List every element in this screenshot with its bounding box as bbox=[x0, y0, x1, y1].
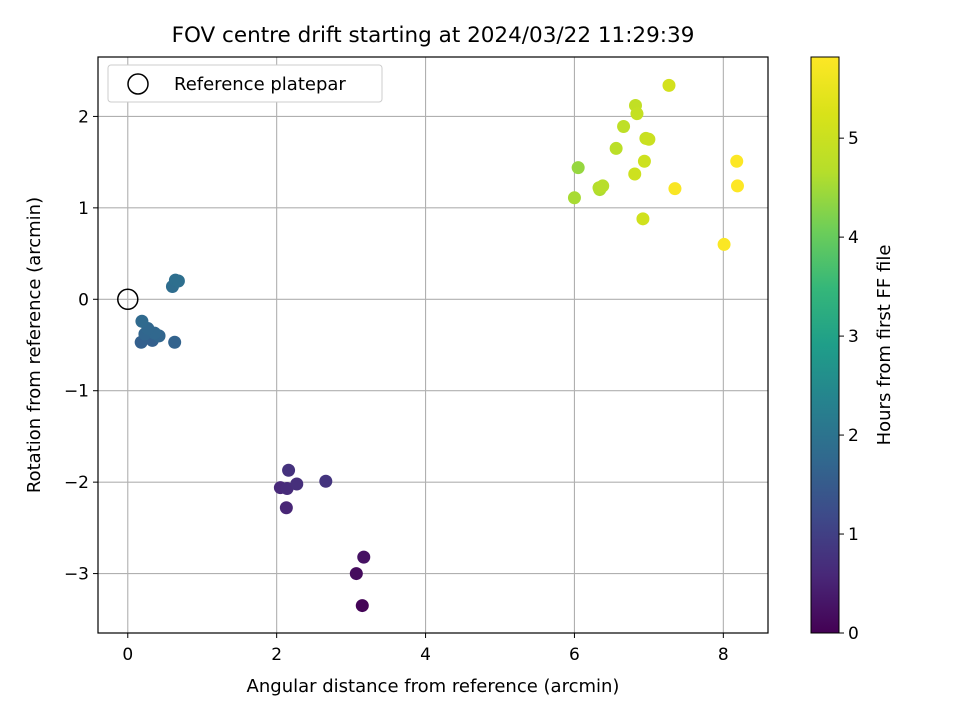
data-point bbox=[357, 550, 371, 564]
plot-frame bbox=[97, 56, 769, 634]
data-point bbox=[349, 567, 363, 581]
data-point bbox=[730, 179, 744, 193]
data-point bbox=[628, 167, 642, 181]
data-point bbox=[637, 154, 651, 168]
reference-marker-layer bbox=[117, 288, 139, 311]
data-points bbox=[134, 78, 744, 613]
data-point bbox=[617, 119, 631, 133]
colorbar-tick-label: 4 bbox=[848, 228, 859, 248]
legend-label: Reference platepar bbox=[174, 74, 346, 95]
legend-box bbox=[107, 64, 383, 103]
colorbar-tick-label: 2 bbox=[848, 426, 859, 446]
data-point bbox=[662, 78, 676, 92]
x-tick-label: 4 bbox=[420, 645, 431, 665]
x-axis-ticks: 0 2 4 6 8 bbox=[122, 633, 729, 665]
colorbar-ticks: 0 1 2 3 4 5 bbox=[839, 129, 859, 644]
data-point bbox=[668, 182, 682, 196]
y-tick-label: 1 bbox=[78, 199, 89, 219]
colorbar-gradient bbox=[810, 56, 840, 634]
data-point bbox=[168, 335, 182, 349]
x-tick-label: 8 bbox=[718, 645, 729, 665]
chart-title: FOV centre drift starting at 2024/03/22 … bbox=[172, 23, 695, 48]
data-point bbox=[279, 501, 293, 515]
grid-lines bbox=[98, 57, 768, 633]
data-point bbox=[171, 274, 185, 288]
y-tick-label: −3 bbox=[64, 565, 89, 585]
y-axis-ticks: −3 −2 −1 0 1 2 bbox=[64, 107, 98, 585]
y-tick-label: −1 bbox=[64, 382, 89, 402]
colorbar-tick-label: 5 bbox=[848, 129, 859, 149]
legend-open-circle-icon bbox=[127, 73, 149, 95]
data-point bbox=[642, 132, 656, 146]
colorbar: 0 1 2 3 4 5 Hours from first FF file bbox=[810, 56, 895, 644]
legend: Reference platepar bbox=[107, 64, 383, 103]
y-tick-label: 0 bbox=[78, 290, 89, 310]
colorbar-tick-label: 0 bbox=[848, 624, 859, 644]
data-point bbox=[609, 141, 623, 155]
colorbar-label: Hours from first FF file bbox=[874, 245, 895, 446]
data-point bbox=[567, 191, 581, 205]
data-point bbox=[571, 161, 585, 175]
x-tick-label: 6 bbox=[569, 645, 580, 665]
colorbar-tick-label: 1 bbox=[848, 525, 859, 545]
data-point bbox=[355, 599, 369, 613]
data-point bbox=[135, 314, 149, 328]
y-tick-label: 2 bbox=[78, 107, 89, 127]
data-point bbox=[717, 237, 731, 251]
data-point bbox=[596, 179, 610, 193]
x-tick-label: 2 bbox=[271, 645, 282, 665]
data-point bbox=[630, 107, 644, 121]
plot-area: 0 2 4 6 8 −3 −2 −1 0 1 2 bbox=[64, 56, 769, 665]
colorbar-tick-label: 3 bbox=[848, 327, 859, 347]
y-tick-label: −2 bbox=[64, 473, 89, 493]
y-axis-label: Rotation from reference (arcmin) bbox=[24, 197, 45, 493]
data-point bbox=[290, 477, 304, 491]
data-point bbox=[636, 212, 650, 226]
x-tick-label: 0 bbox=[122, 645, 133, 665]
data-point bbox=[730, 154, 744, 168]
reference-platepar-marker bbox=[117, 288, 139, 311]
data-point bbox=[280, 482, 294, 496]
x-axis-label: Angular distance from reference (arcmin) bbox=[247, 676, 620, 697]
data-point bbox=[319, 474, 333, 488]
data-point bbox=[282, 463, 296, 477]
